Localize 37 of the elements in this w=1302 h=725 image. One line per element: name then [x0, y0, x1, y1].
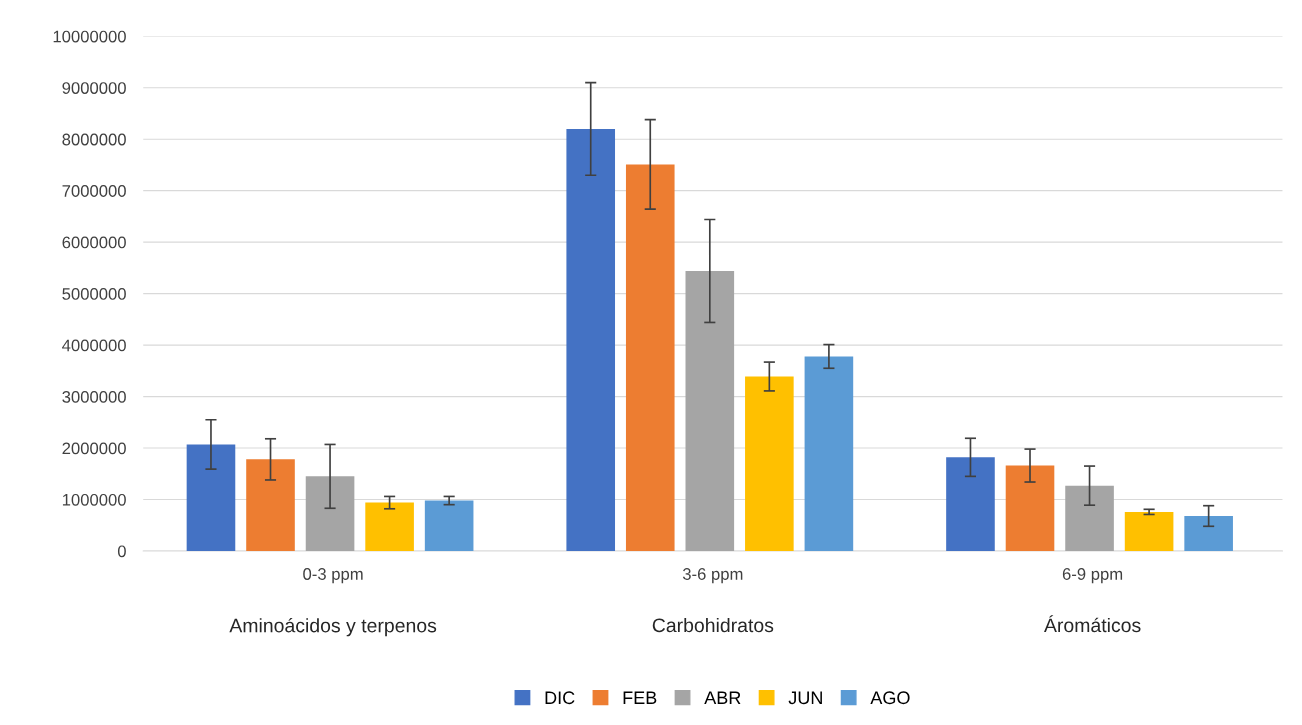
legend-label: AGO — [870, 691, 910, 705]
bar — [246, 459, 295, 551]
text: Aminoácidos y terpenos — [229, 617, 437, 637]
y-tick-label: 7000000 — [62, 185, 126, 197]
bar — [1065, 485, 1114, 551]
y-tick-label: 3000000 — [62, 390, 126, 403]
x-tick-label: 6-9 ppm — [1062, 568, 1123, 584]
y-tick-label: 10000000 — [53, 30, 126, 43]
x-tick-label: 3-6 ppm — [682, 568, 743, 584]
legend-label: FEB — [623, 691, 657, 704]
text: Áromáticos — [1044, 615, 1141, 633]
text: Carbohidratos — [652, 617, 774, 633]
bar — [804, 356, 854, 551]
bar — [186, 444, 236, 551]
bar — [1124, 511, 1174, 551]
y-tick-label: 6000000 — [62, 236, 126, 249]
x-tick-label: 0-3 ppm — [303, 568, 363, 584]
legend-label: JUN — [788, 691, 822, 705]
y-tick-label: 9000000 — [62, 82, 126, 94]
bar — [625, 164, 675, 551]
bar — [745, 376, 794, 551]
y-tick-label: 4000000 — [62, 339, 126, 352]
y-tick-label: 1000000 — [62, 493, 126, 506]
y-tick-label: 0 — [117, 545, 126, 558]
y-tick-label: 5000000 — [62, 288, 126, 300]
legend-label: DIC — [545, 691, 575, 705]
bar — [365, 502, 414, 551]
bar — [1184, 516, 1233, 551]
bar — [685, 270, 735, 551]
y-tick-label: 2000000 — [62, 442, 126, 455]
legend-label: ABR — [704, 691, 741, 704]
bar — [566, 128, 616, 551]
bar — [1005, 465, 1055, 551]
y-tick-label: 8000000 — [62, 133, 126, 146]
bar — [305, 476, 355, 551]
bar — [946, 457, 995, 551]
bar — [424, 500, 474, 551]
